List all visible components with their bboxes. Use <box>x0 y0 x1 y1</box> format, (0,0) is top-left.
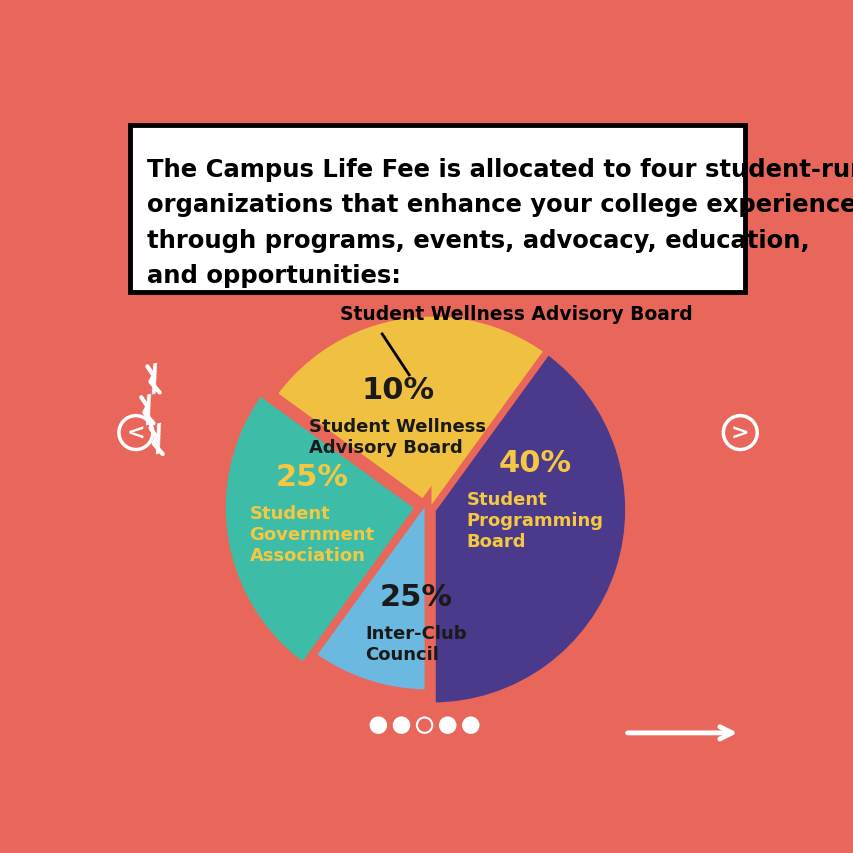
Text: 25%: 25% <box>380 583 452 612</box>
Text: organizations that enhance your college experience: organizations that enhance your college … <box>148 193 853 217</box>
Wedge shape <box>222 392 418 666</box>
Wedge shape <box>312 497 427 693</box>
Text: Inter-Club
Council: Inter-Club Council <box>365 624 467 664</box>
Wedge shape <box>432 351 628 706</box>
Text: /: / <box>148 421 170 457</box>
Circle shape <box>462 717 478 733</box>
Text: 25%: 25% <box>276 462 348 491</box>
Text: <: < <box>126 423 145 443</box>
Text: >: > <box>730 423 749 443</box>
Text: Student
Programming
Board: Student Programming Board <box>466 490 603 550</box>
Circle shape <box>370 717 386 733</box>
Text: Student Wellness Advisory Board: Student Wellness Advisory Board <box>339 305 692 324</box>
Text: Student
Government
Association: Student Government Association <box>249 505 374 565</box>
Text: Student Wellness
Advisory Board: Student Wellness Advisory Board <box>309 417 485 456</box>
Wedge shape <box>273 314 547 510</box>
Text: 10%: 10% <box>361 375 434 404</box>
Circle shape <box>416 717 432 733</box>
FancyBboxPatch shape <box>131 125 744 293</box>
Circle shape <box>439 717 455 733</box>
Text: through programs, events, advocacy, education,: through programs, events, advocacy, educ… <box>148 229 809 252</box>
Text: The Campus Life Fee is allocated to four student-run: The Campus Life Fee is allocated to four… <box>148 158 853 182</box>
Text: /: / <box>144 361 165 397</box>
Text: /: / <box>138 392 160 428</box>
Text: and opportunities:: and opportunities: <box>148 264 401 287</box>
Circle shape <box>393 717 409 733</box>
Text: 40%: 40% <box>498 449 571 478</box>
